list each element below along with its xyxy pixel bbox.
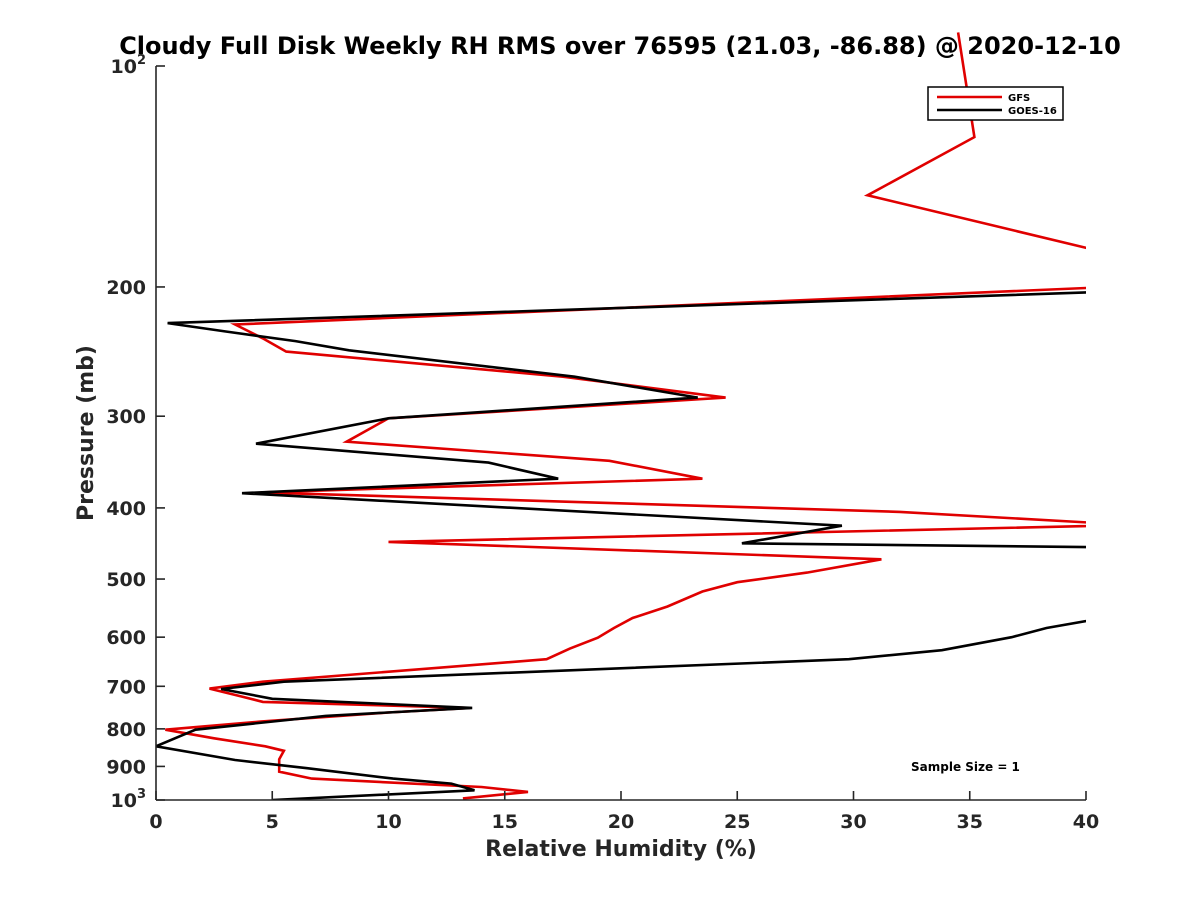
chart-title: Cloudy Full Disk Weekly RH RMS over 7659… bbox=[119, 32, 1121, 60]
x-tick-label: 25 bbox=[724, 811, 750, 833]
y-tick-label: 900 bbox=[106, 756, 146, 778]
x-tick-label: 0 bbox=[149, 811, 162, 833]
y-tick-label: 102 bbox=[111, 53, 147, 78]
x-tick-label: 15 bbox=[492, 811, 518, 833]
x-tick-label: 35 bbox=[957, 811, 983, 833]
y-axis-label: Pressure (mb) bbox=[74, 345, 99, 521]
series-layer bbox=[156, 32, 1086, 800]
y-tick-label: 300 bbox=[106, 406, 146, 428]
legend-label-gfs: GFS bbox=[1008, 93, 1030, 104]
x-tick-label: 5 bbox=[266, 811, 279, 833]
axes bbox=[155, 66, 1086, 801]
y-ticks: 102 200 300 400 500 600 700 800 900 103 bbox=[106, 53, 165, 812]
y-tick-label: 800 bbox=[106, 719, 146, 741]
series-line-gfs bbox=[165, 32, 1086, 800]
x-tick-label: 20 bbox=[608, 811, 634, 833]
y-tick-label: 700 bbox=[106, 676, 146, 698]
legend-box bbox=[927, 86, 1064, 121]
sample-size-annotation: Sample Size = 1 bbox=[911, 760, 1020, 774]
x-tick-label: 30 bbox=[840, 811, 866, 833]
y-tick-label: 200 bbox=[106, 277, 146, 299]
y-tick-label: 103 bbox=[111, 787, 147, 812]
x-tick-label: 40 bbox=[1073, 811, 1099, 833]
legend-label-goes16: GOES-16 bbox=[1008, 106, 1057, 117]
x-axis-label: Relative Humidity (%) bbox=[485, 837, 757, 862]
y-tick-label: 500 bbox=[106, 569, 146, 591]
series-line-goes-16 bbox=[156, 291, 1086, 800]
y-tick-label: 400 bbox=[106, 498, 146, 520]
x-tick-label: 10 bbox=[375, 811, 401, 833]
x-ticks: 0 5 10 15 20 25 30 35 40 bbox=[149, 791, 1099, 833]
legend: GFS GOES-16 bbox=[927, 86, 1064, 121]
y-tick-label: 600 bbox=[106, 627, 146, 649]
